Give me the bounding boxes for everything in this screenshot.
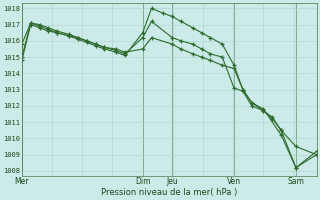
X-axis label: Pression niveau de la mer( hPa ): Pression niveau de la mer( hPa ) <box>101 188 237 197</box>
